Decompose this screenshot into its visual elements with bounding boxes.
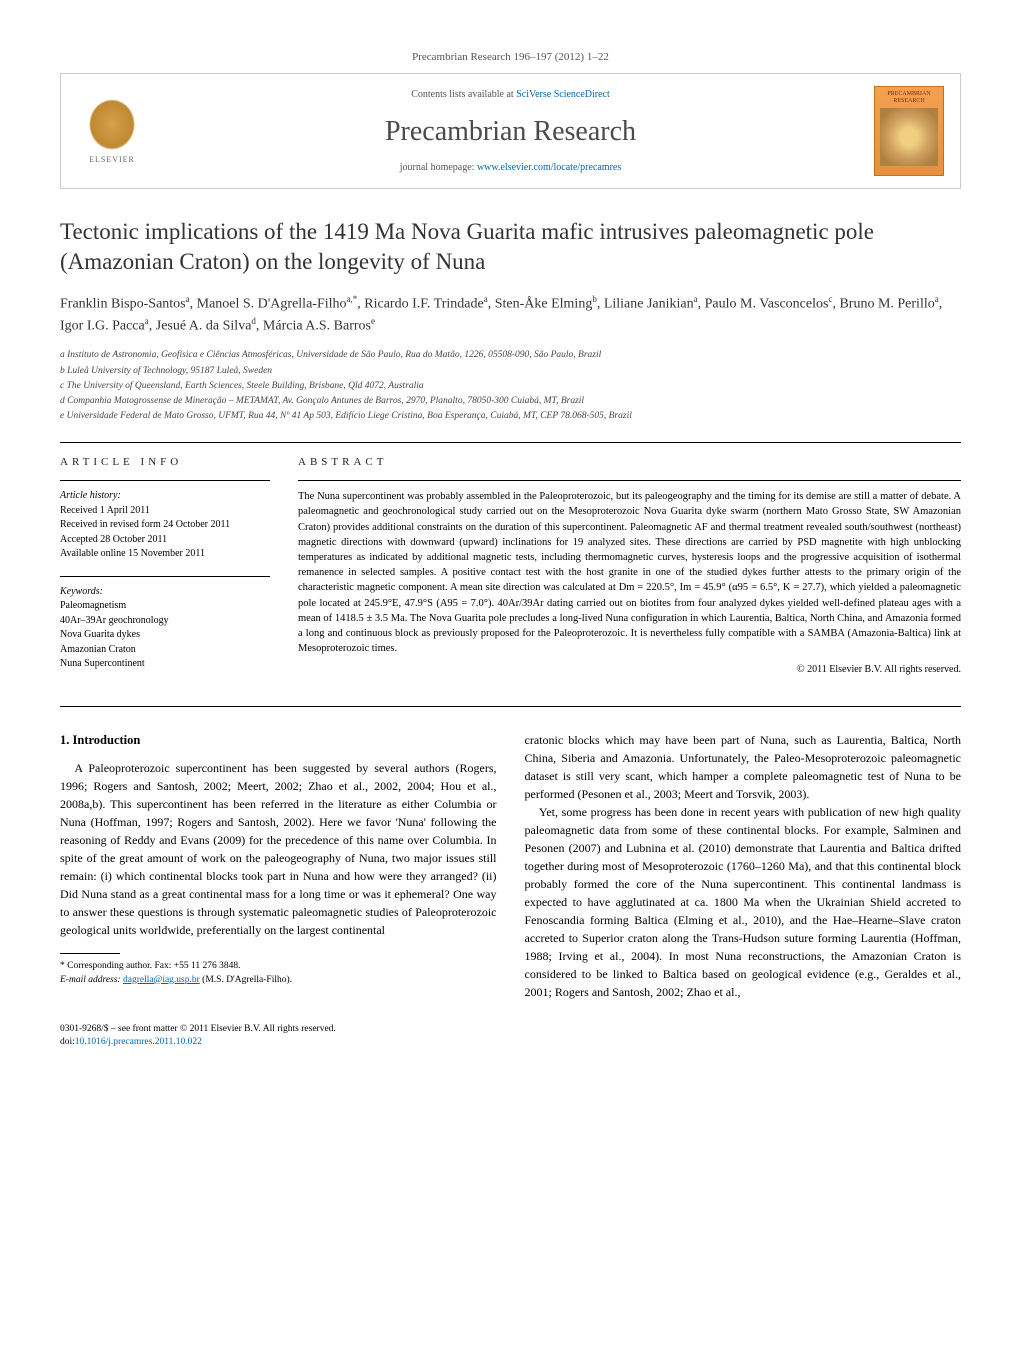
separator-bottom [60,706,961,707]
keywords-label: Keywords: [60,585,270,600]
abstract-separator [298,480,961,481]
article-info-heading: ARTICLE INFO [60,455,270,470]
abstract-panel: ABSTRACT The Nuna supercontinent was pro… [298,455,961,686]
col2-para2: Yet, some progress has been done in rece… [525,803,962,1001]
elsevier-label: ELSEVIER [89,154,135,165]
article-info-panel: ARTICLE INFO Article history: Received 1… [60,455,270,686]
email-link[interactable]: dagrella@iag.usp.br [123,975,200,985]
cover-image-icon [880,108,938,166]
journal-header: ELSEVIER Contents lists available at Sci… [60,73,961,189]
section-title: Introduction [73,733,141,747]
contents-prefix: Contents lists available at [411,89,516,100]
keyword-1: Paleomagnetism [60,599,270,614]
homepage-line: journal homepage: www.elsevier.com/locat… [147,161,874,175]
elsevier-logo: ELSEVIER [77,91,147,171]
footnote-separator [60,953,120,954]
history-accepted: Accepted 28 October 2011 [60,533,270,548]
info-separator-2 [60,576,270,577]
sciencedirect-link[interactable]: SciVerse ScienceDirect [516,89,610,100]
col1-para1: A Paleoproterozoic supercontinent has be… [60,759,497,939]
keyword-4: Amazonian Craton [60,643,270,658]
authors-list: Franklin Bispo-Santosa, Manoel S. D'Agre… [60,293,961,336]
journal-cover-thumbnail: PRECAMBRIAN RESEARCH [874,86,944,176]
history-online: Available online 15 November 2011 [60,547,270,562]
body-columns: 1. Introduction A Paleoproterozoic super… [60,731,961,1001]
journal-reference: Precambrian Research 196–197 (2012) 1–22 [60,50,961,65]
abstract-text: The Nuna supercontinent was probably ass… [298,489,961,656]
info-separator [60,480,270,481]
footer-copyright: 0301-9268/$ – see front matter © 2011 El… [60,1023,961,1036]
affiliation-c: c The University of Queensland, Earth Sc… [60,379,961,393]
cover-title: PRECAMBRIAN RESEARCH [879,91,939,104]
elsevier-tree-icon [87,97,137,152]
keyword-3: Nova Guarita dykes [60,628,270,643]
homepage-prefix: journal homepage: [400,162,477,173]
email-label: E-mail address: [60,975,123,985]
contents-available-line: Contents lists available at SciVerse Sci… [147,88,874,102]
column-right: cratonic blocks which may have been part… [525,731,962,1001]
homepage-link[interactable]: www.elsevier.com/locate/precamres [477,162,621,173]
abstract-copyright: © 2011 Elsevier B.V. All rights reserved… [298,663,961,677]
history-revised: Received in revised form 24 October 2011 [60,518,270,533]
doi-link[interactable]: 10.1016/j.precamres.2011.10.022 [75,1037,202,1047]
history-received: Received 1 April 2011 [60,504,270,519]
journal-title: Precambrian Research [147,112,874,151]
affiliation-e: e Universidade Federal de Mato Grosso, U… [60,409,961,423]
keyword-5: Nuna Supercontinent [60,657,270,672]
abstract-heading: ABSTRACT [298,455,961,470]
email-suffix: (M.S. D'Agrella-Filho). [200,975,292,985]
section-1-heading: 1. Introduction [60,731,497,750]
affiliation-a: a Instituto de Astronomia, Geofísica e C… [60,348,961,362]
section-number: 1. [60,733,69,747]
page-footer: 0301-9268/$ – see front matter © 2011 El… [60,1023,961,1050]
history-label: Article history: [60,489,270,504]
affiliation-b: b Luleå University of Technology, 95187 … [60,364,961,378]
corresponding-author-footnote: * Corresponding author. Fax: +55 11 276 … [60,960,497,987]
affiliation-d: d Companhia Matogrossense de Mineração –… [60,394,961,408]
article-title: Tectonic implications of the 1419 Ma Nov… [60,217,961,277]
doi-prefix: doi: [60,1037,75,1047]
column-left: 1. Introduction A Paleoproterozoic super… [60,731,497,1001]
corr-author-line: * Corresponding author. Fax: +55 11 276 … [60,960,497,973]
col2-para1: cratonic blocks which may have been part… [525,731,962,803]
affiliations: a Instituto de Astronomia, Geofísica e C… [60,348,961,423]
keyword-2: 40Ar–39Ar geochronology [60,614,270,629]
separator-top [60,442,961,443]
